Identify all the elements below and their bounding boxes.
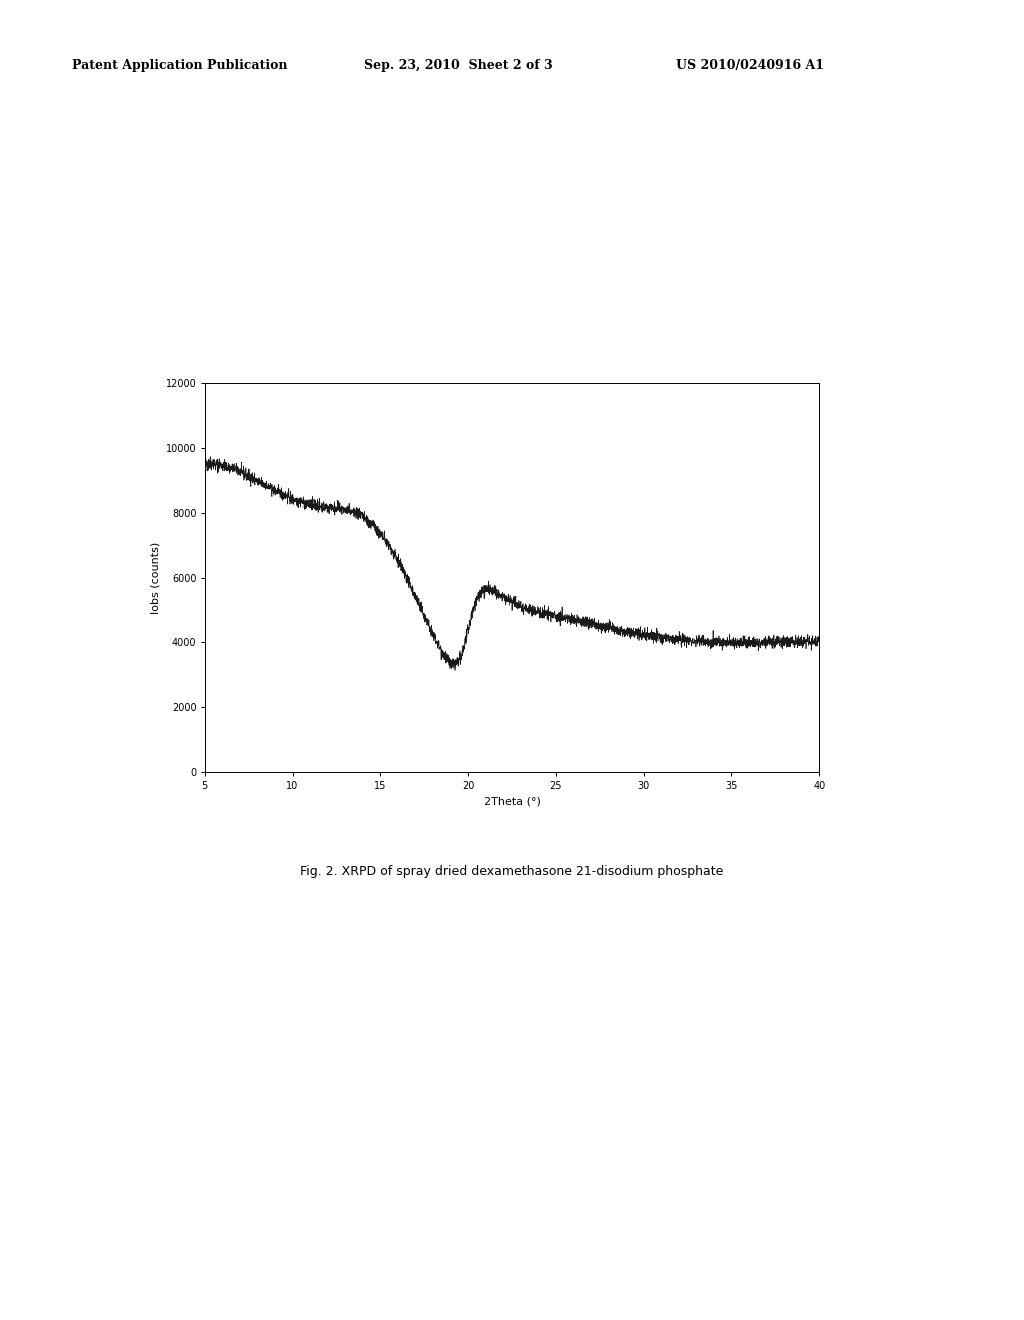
Text: US 2010/0240916 A1: US 2010/0240916 A1 — [676, 59, 824, 73]
Y-axis label: Iobs (counts): Iobs (counts) — [151, 541, 160, 614]
Text: Sep. 23, 2010  Sheet 2 of 3: Sep. 23, 2010 Sheet 2 of 3 — [364, 59, 552, 73]
Text: Patent Application Publication: Patent Application Publication — [72, 59, 287, 73]
Text: Fig. 2. XRPD of spray dried dexamethasone 21-disodium phosphate: Fig. 2. XRPD of spray dried dexamethason… — [300, 865, 724, 878]
X-axis label: 2Theta (°): 2Theta (°) — [483, 796, 541, 807]
